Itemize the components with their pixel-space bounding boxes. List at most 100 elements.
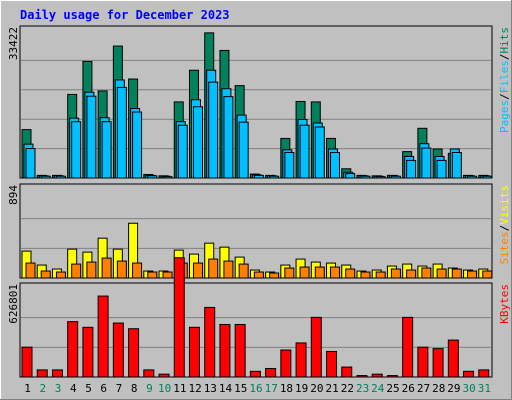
x-tick-label-day-2: 2 bbox=[40, 382, 47, 395]
bar-kbytes-day-4 bbox=[67, 321, 79, 378]
bar-sites-day-31 bbox=[482, 270, 493, 279]
bar-pages-day-2 bbox=[40, 175, 51, 179]
bar-kbytes-day-9 bbox=[143, 369, 155, 378]
x-tick-label-day-29: 29 bbox=[447, 382, 460, 395]
bar-kbytes-day-31 bbox=[478, 369, 490, 378]
bar-kbytes-day-17 bbox=[265, 367, 277, 378]
bar-pages-day-5 bbox=[86, 95, 97, 179]
bar-sites-day-2 bbox=[40, 270, 51, 279]
bar-sites-day-23 bbox=[360, 271, 371, 279]
bar-kbytes-day-26 bbox=[402, 316, 414, 378]
bar-kbytes-day-15 bbox=[234, 323, 246, 378]
bar-kbytes-day-22 bbox=[341, 366, 353, 378]
bar-sites-day-19 bbox=[299, 266, 310, 279]
bar-sites-day-9 bbox=[147, 271, 158, 279]
bar-sites-day-10 bbox=[162, 271, 173, 279]
bar-kbytes-day-30 bbox=[463, 370, 475, 378]
bar-kbytes-day-8 bbox=[128, 328, 140, 378]
x-tick-label-day-16: 16 bbox=[249, 382, 262, 395]
bar-pages-day-25 bbox=[390, 175, 401, 179]
panel-legend-label: Sites/Visits bbox=[498, 185, 511, 265]
bar-kbytes-day-13 bbox=[204, 306, 216, 378]
bar-kbytes-day-21 bbox=[326, 350, 338, 378]
bar-kbytes-day-14 bbox=[219, 323, 231, 378]
x-tick-label-day-4: 4 bbox=[70, 382, 77, 395]
bar-sites-day-13 bbox=[208, 258, 219, 279]
bar-kbytes-day-28 bbox=[432, 348, 444, 378]
x-tick-label-day-31: 31 bbox=[478, 382, 491, 395]
bar-sites-day-3 bbox=[55, 271, 66, 279]
bar-pages-day-21 bbox=[330, 151, 341, 179]
bar-kbytes-day-27 bbox=[417, 346, 429, 378]
x-tick-label-day-10: 10 bbox=[158, 382, 171, 395]
bar-pages-day-3 bbox=[55, 175, 66, 179]
bar-pages-day-10 bbox=[162, 176, 173, 179]
bar-sites-day-6 bbox=[101, 257, 112, 279]
bar-kbytes-day-12 bbox=[188, 326, 200, 378]
bar-pages-day-28 bbox=[436, 159, 447, 179]
x-tick-label-day-19: 19 bbox=[295, 382, 308, 395]
panel-sites-visits: 894 Sites/Visits bbox=[7, 183, 511, 279]
bar-pages-day-16 bbox=[253, 174, 264, 179]
panel-legend-label: Pages/Files/Hits bbox=[498, 27, 511, 133]
bar-kbytes-day-5 bbox=[82, 326, 94, 378]
legend-part: KBytes bbox=[498, 284, 511, 324]
bar-sites-day-4 bbox=[71, 263, 82, 279]
bar-pages-day-23 bbox=[360, 175, 371, 179]
bar-sites-day-24 bbox=[375, 271, 386, 279]
x-tick-label-day-7: 7 bbox=[116, 382, 123, 395]
bar-sites-day-18 bbox=[284, 267, 295, 279]
bar-kbytes-day-10 bbox=[158, 373, 170, 378]
bar-pages-day-20 bbox=[314, 126, 325, 179]
bar-pages-day-13 bbox=[208, 81, 219, 179]
bar-kbytes-day-19 bbox=[295, 342, 307, 378]
x-tick-label-day-1: 1 bbox=[24, 382, 31, 395]
bar-pages-day-19 bbox=[299, 124, 310, 179]
x-tick-label-day-18: 18 bbox=[280, 382, 293, 395]
legend-part: Hits bbox=[498, 27, 511, 54]
bar-pages-day-12 bbox=[192, 106, 203, 179]
bar-kbytes-day-25 bbox=[386, 375, 398, 378]
bar-pages-day-17 bbox=[269, 175, 280, 179]
chart-panels: 33422Pages/Files/Hits894Sites/Visits6268… bbox=[7, 25, 511, 378]
x-tick-label-day-11: 11 bbox=[173, 382, 186, 395]
bar-pages-day-1 bbox=[25, 148, 36, 179]
bar-sites-day-25 bbox=[390, 268, 401, 279]
bar-pages-day-7 bbox=[116, 86, 127, 179]
bar-pages-day-24 bbox=[375, 176, 386, 179]
x-tick-label-day-30: 30 bbox=[463, 382, 476, 395]
bar-pages-day-31 bbox=[482, 175, 493, 179]
bar-pages-day-6 bbox=[101, 121, 112, 179]
legend-part: / bbox=[498, 225, 511, 232]
bar-sites-day-28 bbox=[436, 268, 447, 279]
bar-kbytes-day-11 bbox=[173, 257, 185, 378]
x-tick-label-day-27: 27 bbox=[417, 382, 430, 395]
bar-kbytes-day-20 bbox=[310, 316, 322, 378]
x-tick-label-day-26: 26 bbox=[402, 382, 415, 395]
x-tick-label-day-8: 8 bbox=[131, 382, 138, 395]
x-tick-label-day-23: 23 bbox=[356, 382, 369, 395]
bar-pages-day-4 bbox=[71, 121, 82, 179]
bar-sites-day-8 bbox=[132, 262, 143, 279]
bar-kbytes-day-1 bbox=[21, 346, 33, 378]
legend-part: / bbox=[498, 93, 511, 100]
bar-sites-day-29 bbox=[451, 268, 462, 279]
x-tick-label-day-14: 14 bbox=[219, 382, 233, 395]
bar-sites-day-26 bbox=[406, 269, 417, 279]
x-tick-label-day-6: 6 bbox=[100, 382, 107, 395]
x-axis-tick-labels: 1 2 3 4 5 6 7 8 9 10 11 12 13 14 15 16 17 18 19 20 21 22 23 24 2… bbox=[24, 382, 491, 395]
legend-part: Sites bbox=[498, 231, 511, 264]
bar-pages-day-18 bbox=[284, 151, 295, 179]
bar-pages-day-9 bbox=[147, 175, 158, 179]
x-tick-label-day-25: 25 bbox=[386, 382, 399, 395]
x-tick-label-day-17: 17 bbox=[265, 382, 278, 395]
x-tick-label-day-24: 24 bbox=[371, 382, 385, 395]
bar-kbytes-day-2 bbox=[36, 369, 48, 378]
x-tick-label-day-15: 15 bbox=[234, 382, 247, 395]
bar-kbytes-day-18 bbox=[280, 349, 292, 378]
legend-part: / bbox=[498, 54, 511, 61]
bar-sites-day-22 bbox=[345, 268, 356, 279]
bar-kbytes-day-7 bbox=[112, 322, 124, 378]
